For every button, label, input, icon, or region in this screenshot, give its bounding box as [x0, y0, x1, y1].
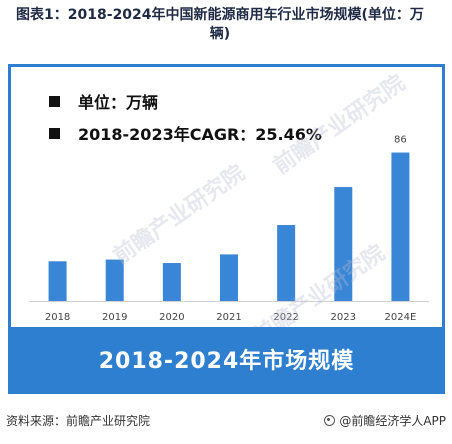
- legend-cagr: 2018-2023年CAGR：25.46%: [49, 121, 322, 145]
- chart-banner: 2018-2024年市场规模: [11, 327, 442, 391]
- x-tick-label: 2021: [216, 312, 241, 323]
- bar-2024E: [391, 152, 410, 301]
- bar-2022: [277, 225, 296, 301]
- chart-title: 图表1：2018-2024年中国新能源商用车行业市场规模(单位：万辆): [16, 7, 424, 42]
- bar-2019: [105, 259, 124, 301]
- x-tick-label: 2018: [45, 312, 70, 323]
- brand: @前瞻经济学人APP: [324, 412, 446, 429]
- source-text: 资料来源：前瞻产业研究院: [6, 414, 151, 428]
- bar-2023: [334, 187, 353, 301]
- bar-2021: [220, 254, 238, 301]
- bar-2018: [48, 261, 67, 301]
- x-tick-label: 2020: [159, 312, 184, 323]
- legend-unit-text: 单位：万辆: [78, 93, 159, 112]
- x-tick-label: 2024E: [385, 312, 417, 323]
- x-tick-label: 2019: [102, 312, 127, 323]
- legend-marker: [49, 128, 60, 139]
- legend-marker: [49, 96, 60, 107]
- bar-chart: 2018 2019 2020 2021 2022 2023 2024E 86: [29, 135, 429, 323]
- bar-2020: [162, 263, 181, 301]
- brand-logo-icon: [324, 415, 336, 426]
- footer: 资料来源：前瞻产业研究院 @前瞻经济学人APP: [6, 412, 446, 432]
- x-tick-label: 2022: [273, 312, 298, 323]
- chart-frame: 2018 2019 2020 2021 2022 2023 2024E 86 单位：万辆 20…: [8, 64, 445, 394]
- x-tick-label: 2023: [331, 312, 356, 323]
- brand-text: @前瞻经济学人APP: [339, 414, 446, 428]
- data-label: 86: [394, 135, 407, 146]
- legend-unit: 单位：万辆: [49, 89, 158, 113]
- legend-cagr-text: 2018-2023年CAGR：25.46%: [78, 125, 322, 144]
